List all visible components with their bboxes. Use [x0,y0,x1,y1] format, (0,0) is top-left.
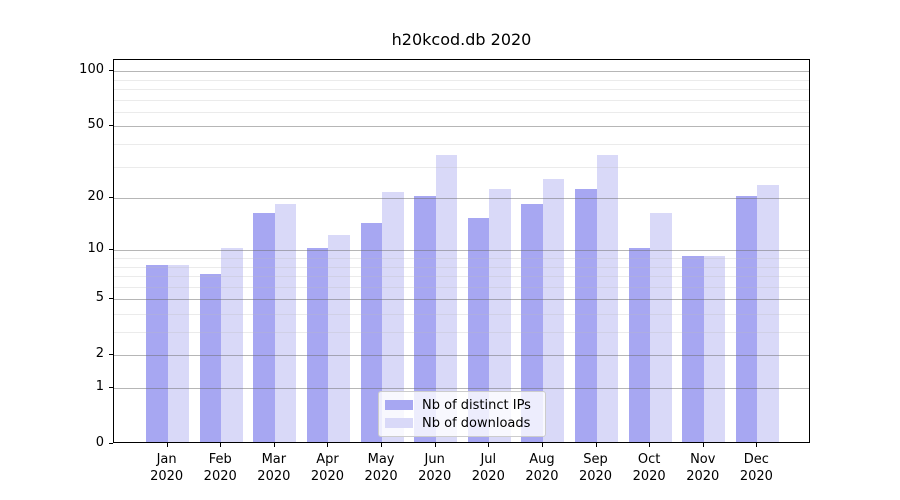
x-tick-mark [595,443,597,447]
y-tick-mark [109,70,113,72]
bar-downloads-aug [542,178,565,442]
y-tick-label: 2 [95,346,104,362]
legend-swatch-distinct-ips [385,400,413,410]
legend-label-downloads: Nb of downloads [422,415,531,431]
minor-gridline [114,313,809,315]
y-tick-mark [109,125,113,127]
x-tick-mark [327,443,329,447]
y-tick-label: 1 [95,379,104,394]
bar-downloads-jul [489,188,511,442]
y-tick-label: 10 [87,241,104,257]
bar-downloads-jan [167,264,190,442]
minor-gridline [114,166,809,168]
x-tick-mark [702,443,704,447]
bar-downloads-may [382,192,404,442]
bar-downloads-nov [703,256,726,442]
plot-area [113,59,810,443]
x-tick-mark [220,443,222,447]
x-tick-label: Feb 2020 [203,452,237,484]
legend: Nb of distinct IPs Nb of downloads [378,391,546,437]
y-tick-label: 5 [95,290,104,306]
y-tick-mark [109,249,113,251]
x-tick-mark [381,443,383,447]
y-tick-label: 20 [87,189,104,205]
y-tick-label: 0 [95,435,104,450]
bar-downloads-mar [274,204,297,442]
minor-gridline [114,276,809,278]
minor-gridline [114,79,809,81]
minor-gridline [114,111,809,113]
bar-distinct-ips-jan [146,264,168,442]
bar-distinct-ips-dec [735,196,758,442]
bar-downloads-feb [221,248,243,442]
bar-distinct-ips-mar [253,213,275,442]
minor-gridline [114,99,809,101]
x-tick-label: Jul 2020 [471,452,505,484]
major-gridline [114,126,809,128]
x-tick-label: Aug 2020 [525,452,559,484]
bar-distinct-ips-aug [521,204,543,442]
bar-downloads-apr [328,234,350,442]
bar-distinct-ips-jul [467,218,490,442]
legend-entry-downloads: Nb of downloads [385,415,537,431]
chart-title: h20kcod.db 2020 [391,30,532,49]
x-tick-mark [756,443,758,447]
y-tick-label: 100 [79,62,104,78]
x-tick-mark [434,443,436,447]
major-gridline [114,388,809,389]
legend-swatch-downloads [385,418,413,428]
x-tick-label: Sep 2020 [578,452,613,484]
major-gridline [114,71,809,73]
bar-distinct-ips-jun [414,196,436,442]
major-gridline [114,355,809,357]
y-tick-mark [109,443,113,444]
y-tick-mark [109,354,113,356]
bar-downloads-jun [435,154,458,442]
minor-gridline [114,89,809,90]
y-tick-label: 50 [87,117,104,133]
x-tick-mark [273,443,275,447]
major-gridline [114,198,809,200]
minor-gridline [114,257,809,259]
minor-gridline [114,266,809,268]
x-tick-mark [649,443,651,447]
minor-gridline [114,144,809,145]
x-tick-label: May 2020 [364,452,398,484]
major-gridline [114,250,809,252]
x-tick-label: Jan 2020 [150,452,184,484]
y-tick-mark [109,197,113,199]
bar-distinct-ips-may [360,223,383,442]
bar-downloads-oct [650,213,672,442]
x-tick-label: Oct 2020 [632,452,666,484]
minor-gridline [114,332,809,333]
y-tick-mark [109,298,113,300]
bar-downloads-sep [596,154,618,442]
major-gridline [114,299,809,301]
y-tick-mark [109,387,113,388]
bar-downloads-dec [757,185,779,442]
legend-entry-distinct-ips: Nb of distinct IPs [385,397,537,413]
minor-gridline [114,286,809,288]
x-tick-label: Dec 2020 [739,452,773,484]
x-tick-label: Mar 2020 [257,452,291,484]
bar-distinct-ips-apr [307,248,329,442]
bar-distinct-ips-sep [575,188,597,442]
bar-distinct-ips-nov [682,256,704,442]
x-tick-label: Jun 2020 [418,452,452,484]
x-tick-label: Apr 2020 [310,452,344,484]
legend-label-distinct-ips: Nb of distinct IPs [422,397,531,413]
x-tick-mark [541,443,543,447]
x-tick-label: Nov 2020 [686,452,720,484]
x-tick-mark [488,443,490,447]
bar-distinct-ips-oct [628,248,651,442]
bar-distinct-ips-feb [199,274,222,442]
x-tick-mark [166,443,168,447]
